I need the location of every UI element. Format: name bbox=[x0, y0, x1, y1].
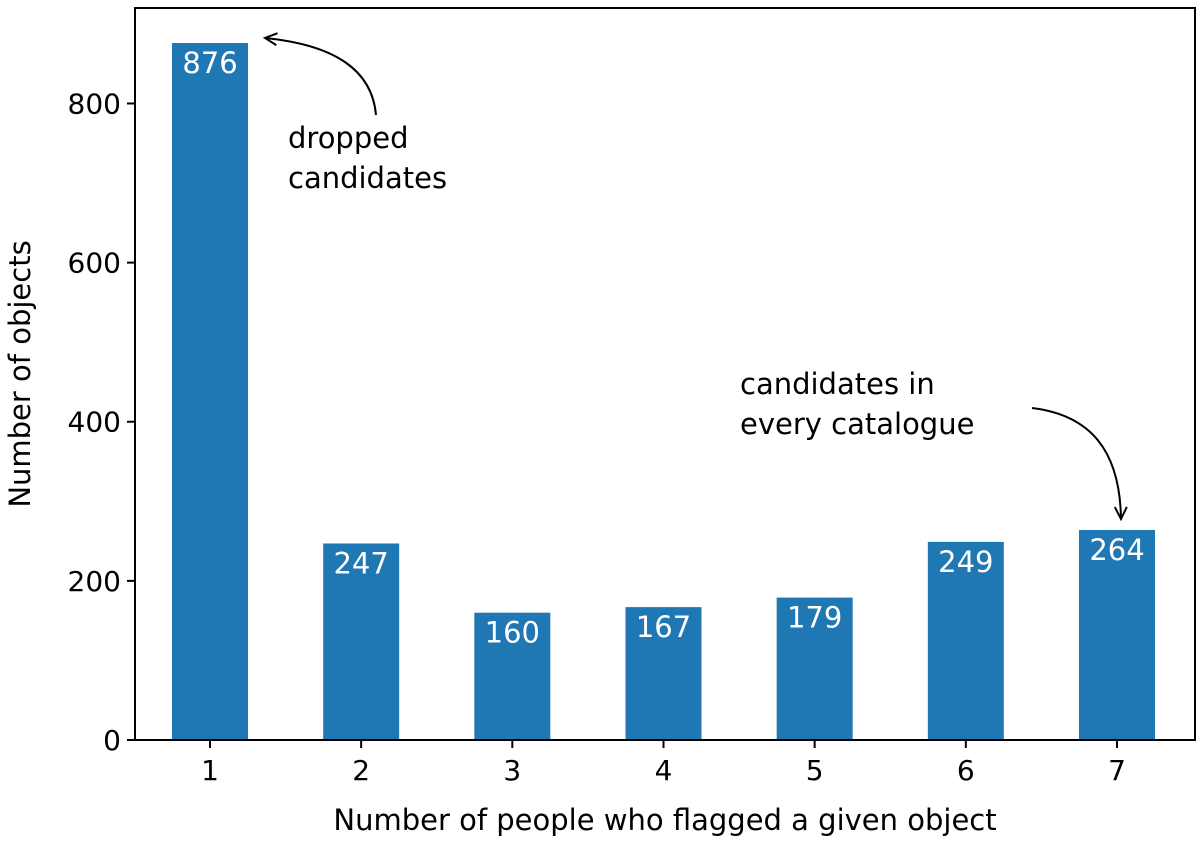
y-tick-label: 0 bbox=[103, 724, 121, 757]
x-tick-label: 5 bbox=[806, 754, 824, 787]
x-tick-label: 2 bbox=[352, 754, 370, 787]
annotation-every-catalogue: candidates in every catalogue bbox=[740, 367, 1128, 522]
bar-7 bbox=[1079, 529, 1155, 740]
x-axis-title: Number of people who flagged a given obj… bbox=[333, 803, 996, 837]
bar-value-label: 247 bbox=[333, 546, 388, 580]
annotation-arrow bbox=[262, 32, 377, 116]
annotation-line: candidates bbox=[288, 161, 447, 195]
bar-value-label: 264 bbox=[1089, 533, 1144, 567]
bar-value-label: 167 bbox=[636, 610, 691, 644]
annotation-line: dropped bbox=[288, 121, 409, 155]
x-tick-label: 1 bbox=[201, 754, 219, 787]
plot-frame bbox=[134, 7, 1196, 741]
bar-4 bbox=[625, 607, 702, 740]
svg-text:candidates in every cata: candidates in every catalogue bbox=[740, 367, 974, 441]
svg-text:dropped candidates: dropped candidates bbox=[288, 121, 447, 195]
bar-value-label: 876 bbox=[182, 46, 237, 80]
y-axis: 0 200 400 600 800 bbox=[68, 87, 135, 757]
y-tick-label: 800 bbox=[68, 87, 121, 120]
bar-labels-layer: 876 247 160 167 179 249 264 bbox=[182, 46, 1144, 650]
x-tick-label: 6 bbox=[957, 754, 975, 787]
bar-value-label: 160 bbox=[485, 616, 540, 650]
bar-3 bbox=[474, 612, 551, 740]
bar-6 bbox=[927, 541, 1004, 740]
bars-layer bbox=[172, 43, 1155, 741]
x-axis: 1 2 3 4 5 6 7 bbox=[201, 740, 1126, 787]
annotation-line: every catalogue bbox=[740, 407, 974, 441]
x-tick-label: 4 bbox=[655, 754, 673, 787]
x-tick-label: 7 bbox=[1108, 754, 1126, 787]
x-tick-label: 3 bbox=[503, 754, 521, 787]
bar-value-label: 179 bbox=[787, 601, 842, 635]
bar-5 bbox=[776, 597, 853, 740]
y-tick-label: 200 bbox=[68, 565, 121, 598]
annotation-dropped-candidates: dropped candidates bbox=[262, 32, 447, 195]
y-axis-title: Number of objects bbox=[3, 240, 37, 507]
bar-1 bbox=[172, 43, 248, 741]
annotation-arrow bbox=[1031, 407, 1128, 522]
bar-value-label: 249 bbox=[938, 545, 993, 579]
bar-2 bbox=[323, 543, 400, 740]
y-tick-label: 600 bbox=[68, 247, 121, 280]
annotation-line: candidates in bbox=[740, 367, 935, 401]
y-tick-label: 400 bbox=[68, 406, 121, 439]
